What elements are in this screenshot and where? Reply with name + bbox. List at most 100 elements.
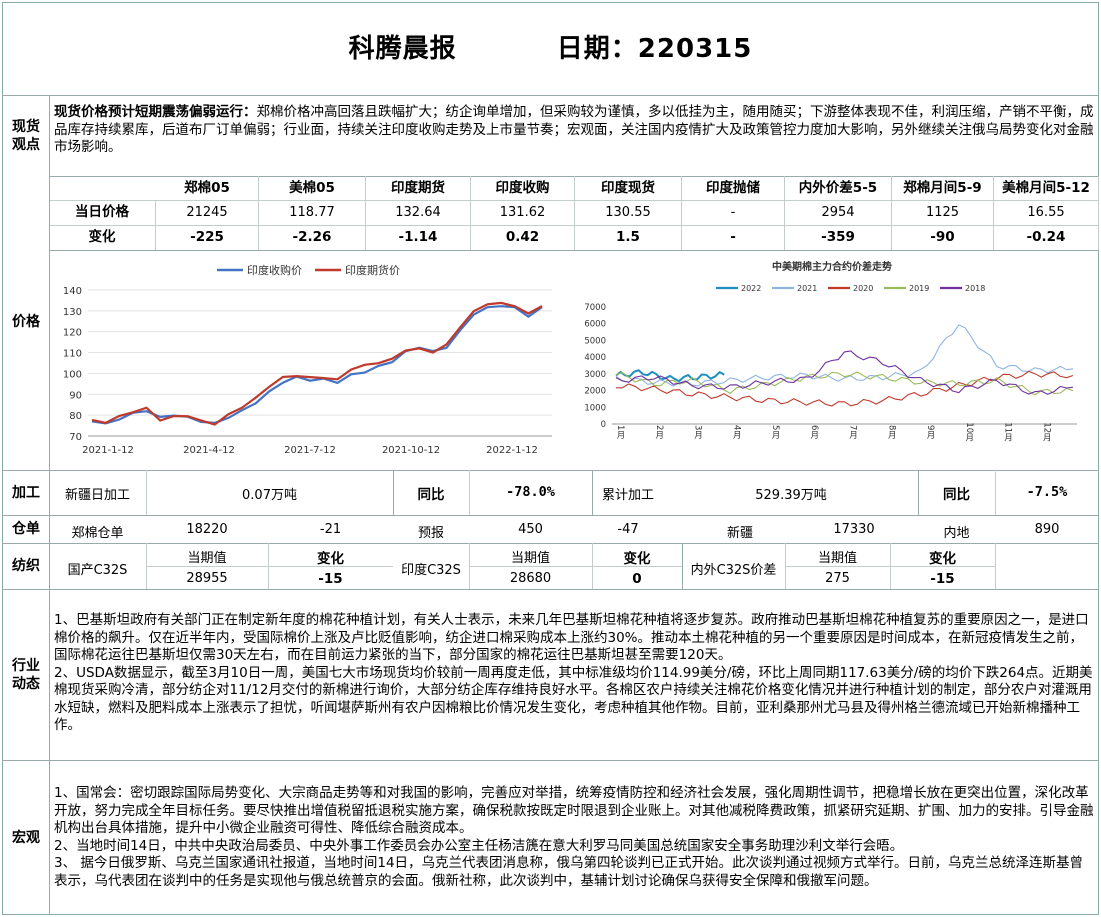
price-col-header: 印度现货	[575, 176, 682, 200]
y-tick-label: 0	[601, 420, 606, 430]
y-tick-label: 80	[69, 411, 82, 422]
textile-dom-cur-header: 当期值	[187, 551, 227, 566]
wh-zz-value: 18220	[186, 522, 228, 537]
series-line-2018	[615, 350, 1074, 395]
legend-label: 2018	[965, 284, 985, 293]
price-table: 郑棉05 美棉05 印度期货 印度收购 印度现货 印度抛储 内外价差5-5 郑棉月间5-9 美棉…	[49, 176, 1099, 250]
x-tick-label: 4月	[731, 425, 741, 440]
textile-dom-value: 28955	[186, 571, 228, 586]
price-col-header: 美棉05	[259, 176, 366, 200]
x-tick-label: 11月	[1003, 422, 1013, 442]
textile-ind-label: 印度C32S	[401, 563, 461, 578]
x-tick-label: 2021-10-12	[382, 445, 440, 456]
textile-ind-change: 0	[632, 571, 642, 587]
spot-paragraph: 现货价格预计短期震荡偏弱运行：郑棉价格冲高回落且跌幅扩大；纺企询单增加，但采购较…	[54, 104, 1094, 157]
price-cell: 0.42	[471, 225, 575, 250]
x-tick-label: 7月	[848, 425, 858, 440]
legend-label: 2021	[797, 284, 817, 293]
macro-item-1: 1、国常会：密切跟踪国际局势变化、大宗商品走势等和对我国的影响，完善应对举措，统…	[54, 785, 1094, 836]
macro-paragraphs: 1、国常会：密切跟踪国际局势变化、大宗商品走势等和对我国的影响，完善应对举措，统…	[54, 785, 1096, 890]
y-tick-label: 110	[63, 349, 82, 360]
wh-xj-label: 新疆	[726, 526, 753, 541]
xj-processing-value: 0.07万吨	[242, 488, 297, 503]
yoy-label: 同比	[417, 487, 445, 503]
textile-dom-label: 国产C32S	[67, 563, 128, 578]
price-cell: -2.26	[259, 225, 366, 250]
y-tick-label: 70	[69, 432, 82, 443]
textile-spread-label: 内外C32S价差	[690, 563, 777, 578]
wh-zz-label: 郑棉仓单	[71, 526, 124, 541]
legend-label: 2019	[909, 284, 929, 293]
y-tick-label: 100	[63, 369, 82, 380]
processing-section-label: 加工	[12, 485, 40, 501]
industry-section-label: 行业 动态	[12, 658, 40, 692]
x-tick-label: 2月	[654, 425, 664, 440]
wh-xj-value: 17330	[833, 522, 875, 537]
price-cell: 21245	[156, 200, 259, 225]
xj-processing-label: 新疆日加工	[64, 488, 130, 503]
spread-chart: 中美期棉主力合约价差走势 2022 2021 2020 2019 2018 0 1000 200…	[584, 260, 1077, 443]
industry-paragraphs: 1、巴基斯坦政府有关部门正在制定新年度的棉花种植计划，有关人士表示，未来几年巴基…	[54, 612, 1096, 735]
x-tick-label: 12月	[1041, 422, 1051, 442]
price-col-header: 美棉月间5-12	[994, 176, 1099, 200]
price-cell: -	[682, 200, 785, 225]
spot-section-label: 现货 观点	[12, 119, 40, 153]
industry-item-1: 1、巴基斯坦政府有关部门正在制定新年度的棉花种植计划，有关人士表示，未来几年巴基…	[54, 612, 1089, 663]
macro-item-2: 2、当地时间14日，中共中央政治局委员、中央外事工作委员会办公室主任杨洁篪在意大…	[54, 837, 904, 854]
industry-item-2: 2、USDA数据显示，截至3月10日一周，美国七大市场现货均价较前一周再度走低，…	[54, 664, 1093, 734]
textile-spread-chg-header: 变化	[929, 551, 956, 567]
report-brand: 科腾晨报	[348, 34, 457, 64]
price-cell: -359	[785, 225, 892, 250]
textile-dom-change: -15	[318, 571, 343, 587]
price-cell: 118.77	[259, 200, 366, 225]
series-line-2019	[615, 371, 1074, 396]
x-tick-label: 5月	[770, 425, 780, 440]
x-tick-label: 9月	[925, 425, 935, 440]
price-col-header: 印度收购	[471, 176, 575, 200]
textile-ind-cur-header: 当期值	[510, 551, 550, 566]
wh-forecast-change: -47	[617, 522, 639, 537]
macro-section-label: 宏观	[12, 830, 40, 846]
spot-lead: 现货价格预计短期震荡偏弱运行：	[54, 104, 257, 120]
price-cell: -90	[892, 225, 994, 250]
price-cell: 132.64	[366, 200, 471, 225]
series-line-india-futures	[91, 301, 543, 426]
y-tick-label: 4000	[584, 353, 606, 363]
yoy2-value: -7.5%	[1026, 484, 1068, 500]
chart-title: 中美期棉主力合约价差走势	[772, 260, 892, 273]
price-row-label: 变化	[49, 225, 156, 250]
price-col-header: 印度抛储	[682, 176, 785, 200]
textile-section-label: 纺织	[12, 558, 40, 574]
warehouse-section-label: 仓单	[12, 521, 40, 537]
y-tick-label: 1000	[584, 403, 606, 413]
y-tick-label: 90	[69, 390, 82, 401]
x-tick-label: 8月	[886, 425, 896, 440]
price-cell: 1.5	[575, 225, 682, 250]
textile-ind-value: 28680	[509, 571, 552, 586]
price-section-label: 价格	[12, 314, 40, 330]
wh-forecast-value: 450	[518, 522, 543, 537]
cum-processing-label: 累计加工	[601, 488, 654, 503]
x-tick-label: 2022-1-12	[486, 445, 538, 456]
x-tick-label: 2021-4-12	[183, 445, 235, 456]
textile-spread-value: 275	[825, 571, 850, 586]
price-cell: 2954	[785, 200, 892, 225]
y-tick-label: 120	[63, 328, 82, 339]
x-tick-label: 1月	[615, 425, 625, 440]
legend-label: 印度收购价	[247, 263, 302, 277]
y-tick-label: 7000	[584, 303, 606, 313]
series-line-2021	[615, 324, 1074, 387]
yoy-value: -78.0%	[506, 484, 555, 500]
y-tick-label: 130	[63, 307, 82, 318]
spot-text: 郑棉价格冲高回落且跌幅扩大；纺企询单增加，但采购较为谨慎，多以低挂为主，随用随买…	[54, 104, 1094, 155]
textile-spread-change: -15	[930, 571, 955, 587]
textile-dom-chg-header: 变化	[317, 551, 344, 567]
legend-label: 2022	[741, 284, 761, 293]
price-cell: 131.62	[471, 200, 575, 225]
price-cell: -1.14	[366, 225, 471, 250]
price-cell: -225	[156, 225, 259, 250]
series-line-2020	[616, 370, 1074, 407]
y-tick-label: 2000	[584, 387, 606, 397]
series-line-india-purchase	[91, 305, 543, 425]
y-tick-label: 6000	[584, 320, 606, 330]
